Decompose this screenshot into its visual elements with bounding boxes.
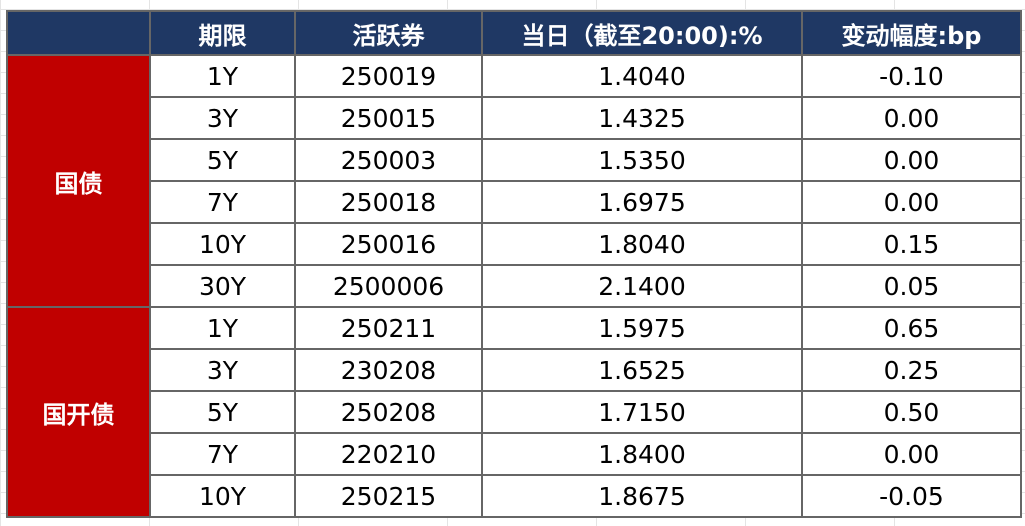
cell-yield: 1.6525	[481, 348, 803, 392]
cell-yield: 1.5350	[481, 138, 803, 182]
table-row: 7Y 250018 1.6975 0.00	[7, 180, 1022, 224]
cell-yield: 1.4040	[481, 54, 803, 98]
cell-tenor: 5Y	[149, 138, 296, 182]
table-row: 3Y 250015 1.4325 0.00	[7, 96, 1022, 140]
cell-change-bp: -0.10	[801, 54, 1022, 98]
cell-active-bond: 220210	[294, 432, 483, 476]
cell-yield: 1.8675	[481, 474, 803, 518]
cell-active-bond: 250018	[294, 180, 483, 224]
header-row: 期限 活跃券 当日（截至20:00):% 变动幅度:bp	[6, 10, 1022, 56]
cell-active-bond: 250003	[294, 138, 483, 182]
header-group	[6, 10, 151, 56]
cell-yield: 1.7150	[481, 390, 803, 434]
cell-change-bp: -0.05	[801, 474, 1022, 518]
cell-tenor: 5Y	[149, 390, 296, 434]
cell-change-bp: 0.00	[801, 432, 1022, 476]
cell-active-bond: 250211	[294, 306, 483, 350]
table-row: 国债 1Y 250019 1.4040 -0.10	[6, 54, 1022, 308]
table-row: 5Y 250208 1.7150 0.50	[7, 390, 1022, 434]
cell-tenor: 3Y	[149, 348, 296, 392]
cell-active-bond: 250016	[294, 222, 483, 266]
cell-yield: 1.4325	[481, 96, 803, 140]
cell-tenor: 7Y	[149, 180, 296, 224]
cell-change-bp: 0.00	[801, 96, 1022, 140]
table-row: 5Y 250003 1.5350 0.00	[7, 138, 1022, 182]
table-row: 国开债 1Y 250211 1.5975 0.65	[6, 306, 1022, 518]
cell-tenor: 3Y	[149, 96, 296, 140]
cell-tenor: 10Y	[149, 474, 296, 518]
cell-active-bond: 250015	[294, 96, 483, 140]
cell-tenor: 1Y	[149, 306, 296, 350]
cell-yield: 1.8400	[481, 432, 803, 476]
table-row: 30Y 2500006 2.1400 0.05	[7, 264, 1022, 308]
cell-active-bond: 230208	[294, 348, 483, 392]
cell-tenor: 30Y	[149, 264, 296, 308]
cell-yield: 1.5975	[481, 306, 803, 350]
group-label: 国债	[6, 54, 151, 308]
group-label: 国开债	[6, 306, 151, 518]
header-change-bp: 变动幅度:bp	[801, 10, 1022, 56]
cell-yield: 1.8040	[481, 222, 803, 266]
cell-change-bp: 0.05	[801, 264, 1022, 308]
cell-change-bp: 0.50	[801, 390, 1022, 434]
cell-tenor: 1Y	[149, 54, 296, 98]
cell-change-bp: 0.15	[801, 222, 1022, 266]
bond-yield-table: 期限 活跃券 当日（截至20:00):% 变动幅度:bp 国债 1Y 250019 1.40…	[6, 10, 1022, 518]
cell-change-bp: 0.25	[801, 348, 1022, 392]
cell-active-bond: 250019	[294, 54, 483, 98]
header-active-bond: 活跃券	[294, 10, 483, 56]
table-row: 10Y 250016 1.8040 0.15	[7, 222, 1022, 266]
table-row: 7Y 220210 1.8400 0.00	[7, 432, 1022, 476]
header-tenor: 期限	[149, 10, 296, 56]
table-row: 10Y 250215 1.8675 -0.05	[7, 474, 1022, 518]
cell-change-bp: 0.65	[801, 306, 1022, 350]
cell-tenor: 7Y	[149, 432, 296, 476]
cell-change-bp: 0.00	[801, 138, 1022, 182]
header-yield: 当日（截至20:00):%	[481, 10, 803, 56]
table-row: 3Y 230208 1.6525 0.25	[7, 348, 1022, 392]
cell-yield: 1.6975	[481, 180, 803, 224]
cell-active-bond: 250215	[294, 474, 483, 518]
cell-active-bond: 250208	[294, 390, 483, 434]
cell-yield: 2.1400	[481, 264, 803, 308]
cell-tenor: 10Y	[149, 222, 296, 266]
cell-change-bp: 0.00	[801, 180, 1022, 224]
cell-active-bond: 2500006	[294, 264, 483, 308]
